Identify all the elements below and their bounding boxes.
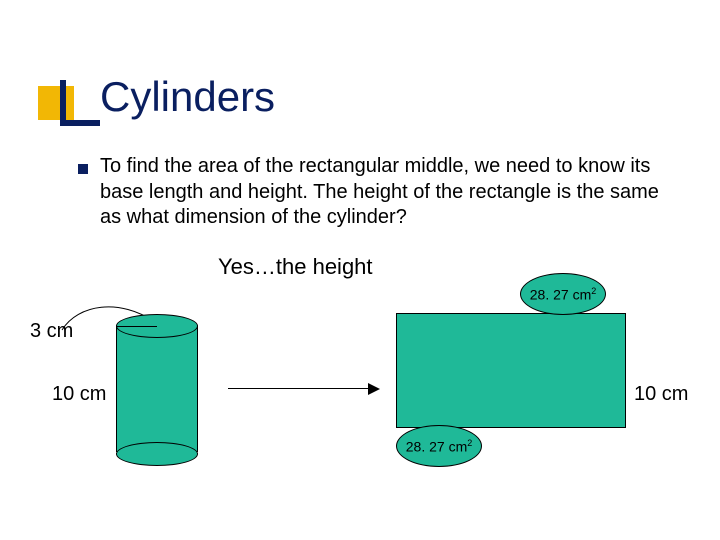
cylinder-3d [116, 314, 198, 464]
cylinder-side [116, 326, 198, 452]
bottom-circle-area: 28. 27 cm2 [406, 438, 473, 455]
area-exp: 2 [591, 286, 596, 296]
label-height-right: 10 cm [634, 383, 688, 406]
title-accent-gold [38, 86, 74, 120]
cylinder-bottom-ellipse [116, 442, 198, 466]
body-paragraph: To find the area of the rectangular midd… [100, 154, 675, 231]
radius-line [116, 326, 157, 327]
net-top-circle: 28. 27 cm2 [520, 273, 606, 315]
slide: Cylinders To find the area of the rectan… [0, 0, 720, 540]
arrow-head-icon [368, 383, 380, 395]
label-radius: 3 cm [30, 320, 73, 343]
top-circle-area: 28. 27 cm2 [530, 286, 597, 303]
area-value: 28. 27 cm [530, 286, 591, 302]
bullet-icon [78, 164, 88, 174]
net-rectangle [396, 313, 626, 428]
page-title: Cylinders [100, 73, 275, 121]
net-bottom-circle: 28. 27 cm2 [396, 425, 482, 467]
arrow-shaft [228, 388, 368, 389]
unroll-arrow [228, 384, 378, 394]
title-accent-horiz [60, 120, 100, 126]
area-exp: 2 [467, 438, 472, 448]
area-value: 28. 27 cm [406, 438, 467, 454]
label-height-left: 10 cm [52, 383, 106, 406]
answer-text: Yes…the height [218, 254, 373, 280]
